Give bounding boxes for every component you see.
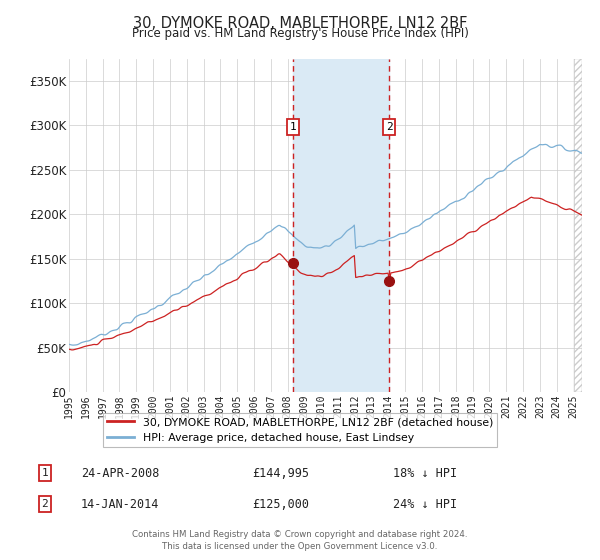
Text: Contains HM Land Registry data © Crown copyright and database right 2024.: Contains HM Land Registry data © Crown c…: [132, 530, 468, 539]
Bar: [293, 59, 389, 392]
Text: £125,000: £125,000: [252, 497, 309, 511]
Text: 1: 1: [41, 468, 49, 478]
Text: 14-JAN-2014: 14-JAN-2014: [81, 497, 160, 511]
Text: 24-APR-2008: 24-APR-2008: [81, 466, 160, 480]
Legend: 30, DYMOKE ROAD, MABLETHORPE, LN12 2BF (detached house), HPI: Average price, det: 30, DYMOKE ROAD, MABLETHORPE, LN12 2BF (…: [103, 413, 497, 447]
Text: £144,995: £144,995: [252, 466, 309, 480]
Text: 2: 2: [41, 499, 49, 509]
Text: 30, DYMOKE ROAD, MABLETHORPE, LN12 2BF: 30, DYMOKE ROAD, MABLETHORPE, LN12 2BF: [133, 16, 467, 31]
Text: This data is licensed under the Open Government Licence v3.0.: This data is licensed under the Open Gov…: [163, 542, 437, 551]
Text: 1: 1: [289, 122, 296, 132]
Text: 24% ↓ HPI: 24% ↓ HPI: [393, 497, 457, 511]
Text: 2: 2: [386, 122, 392, 132]
Text: Price paid vs. HM Land Registry's House Price Index (HPI): Price paid vs. HM Land Registry's House …: [131, 27, 469, 40]
Text: 18% ↓ HPI: 18% ↓ HPI: [393, 466, 457, 480]
